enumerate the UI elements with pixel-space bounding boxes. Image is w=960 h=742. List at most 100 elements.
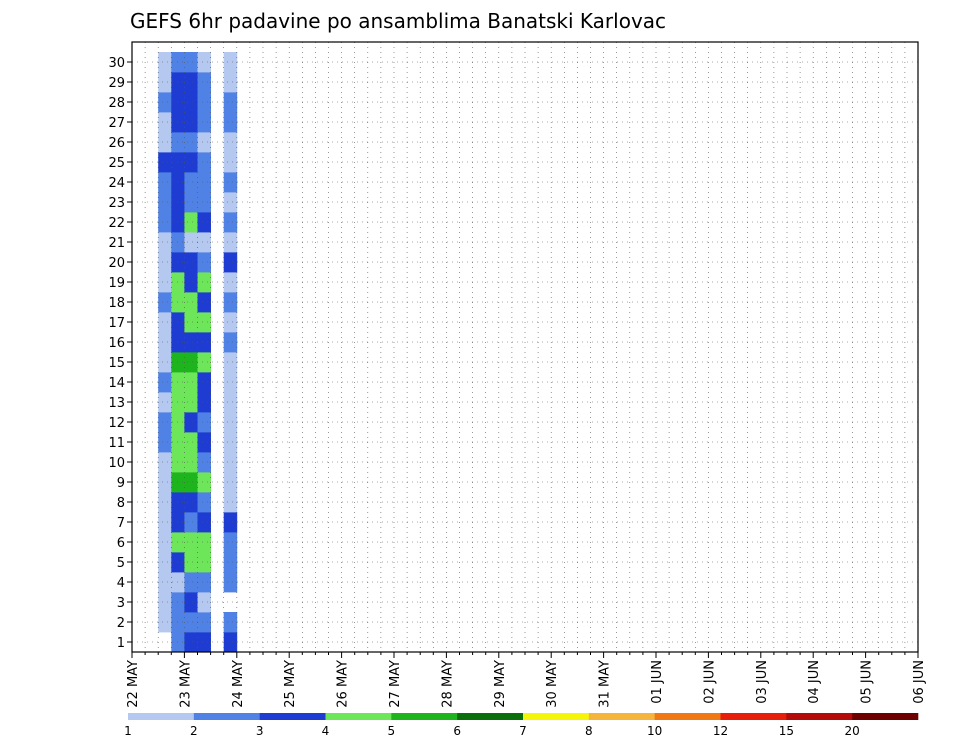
heatmap-cell: [171, 392, 185, 413]
colorbar-segment: [391, 713, 458, 720]
y-tick-label: 12: [108, 416, 125, 431]
heatmap-cell: [158, 132, 172, 153]
heatmap-cell: [158, 52, 172, 73]
x-tick-label: 27 MAY: [388, 660, 403, 708]
heatmap-cell: [171, 192, 185, 213]
heatmap-cell: [223, 452, 238, 473]
heatmap-cell: [184, 232, 198, 253]
heatmap-cell: [158, 72, 172, 93]
heatmap-cell: [197, 552, 211, 573]
heatmap-cell: [158, 432, 172, 453]
heatmap-cell: [171, 632, 185, 653]
colorbar-label: 12: [713, 724, 728, 738]
heatmap-cell: [197, 492, 211, 513]
colorbar-segment: [654, 713, 721, 720]
x-tick-label: 23 MAY: [178, 660, 193, 708]
y-tick-label: 7: [117, 516, 125, 531]
heatmap-cell: [158, 492, 172, 513]
y-tick-label: 15: [108, 356, 125, 371]
colorbar-segment: [588, 713, 655, 720]
y-tick-label: 2: [117, 616, 125, 631]
heatmap-cell: [184, 372, 198, 393]
heatmap-cell: [223, 512, 238, 533]
x-tick-label: 26 MAY: [336, 660, 351, 708]
heatmap-cell: [184, 472, 198, 493]
y-tick-label: 20: [108, 256, 125, 271]
heatmap-cell: [158, 472, 172, 493]
y-tick-label: 25: [108, 156, 125, 171]
heatmap-cell: [184, 492, 198, 513]
heatmap-cell: [223, 472, 238, 493]
heatmap-cell: [171, 572, 185, 593]
x-tick-label: 06 JUN: [912, 660, 927, 704]
heatmap-cell: [158, 592, 172, 613]
heatmap-cell: [158, 312, 172, 333]
heatmap-cell: [223, 392, 238, 413]
heatmap-cell: [171, 352, 185, 373]
heatmap-cell: [223, 352, 238, 373]
heatmap-cell: [197, 192, 211, 213]
heatmap-cell: [223, 132, 238, 153]
y-tick-label: 19: [108, 276, 125, 291]
heatmap-cell: [197, 392, 211, 413]
heatmap-cell: [197, 72, 211, 93]
heatmap-cell: [223, 572, 238, 593]
y-tick-label: 4: [117, 576, 125, 591]
heatmap-cell: [171, 112, 185, 133]
heatmap-cell: [184, 572, 198, 593]
colorbar-segment: [852, 713, 919, 720]
heatmap-cell: [158, 532, 172, 553]
heatmap-cell: [197, 92, 211, 113]
heatmap-cell: [184, 392, 198, 413]
heatmap-cell: [184, 332, 198, 353]
heatmap-cell: [184, 252, 198, 273]
heatmap-cell: [223, 52, 238, 73]
heatmap-cell: [197, 52, 211, 73]
y-tick-label: 1: [117, 636, 125, 651]
x-tick-label: 04 JUN: [807, 660, 822, 704]
colorbar-segment: [128, 713, 195, 720]
heatmap-cell: [223, 332, 238, 353]
heatmap-cell: [158, 392, 172, 413]
y-tick-label: 10: [108, 456, 125, 471]
heatmap-cell: [184, 92, 198, 113]
heatmap-cell: [197, 572, 211, 593]
heatmap-cell: [197, 232, 211, 253]
heatmap-cell: [158, 552, 172, 573]
y-tick-label: 18: [108, 296, 125, 311]
colorbar-segment: [457, 713, 524, 720]
x-tick-label: 22 MAY: [126, 660, 141, 708]
heatmap-cell: [171, 412, 185, 433]
heatmap-cell: [223, 192, 238, 213]
y-tick-label: 21: [108, 236, 125, 251]
y-tick-label: 30: [108, 56, 125, 71]
heatmap-cell: [184, 132, 198, 153]
colorbar-label: 10: [647, 724, 662, 738]
heatmap-cell: [171, 52, 185, 73]
heatmap-cell: [158, 252, 172, 273]
heatmap-cell: [171, 432, 185, 453]
heatmap-cell: [184, 612, 198, 633]
colorbar-label: 7: [519, 724, 527, 738]
heatmap-cell: [223, 152, 238, 173]
heatmap-cell: [184, 412, 198, 433]
heatmap-cell: [158, 172, 172, 193]
heatmap-cell: [171, 292, 185, 313]
y-tick-label: 3: [117, 596, 125, 611]
colorbar-segment: [325, 713, 392, 720]
colorbar-label: 3: [256, 724, 264, 738]
heatmap-cell: [223, 492, 238, 513]
x-tick-label: 25 MAY: [283, 660, 298, 708]
heatmap-cell: [223, 292, 238, 313]
heatmap-cell: [171, 472, 185, 493]
heatmap-cell: [171, 532, 185, 553]
heatmap-cell: [184, 432, 198, 453]
heatmap-cell: [171, 552, 185, 573]
heatmap-cell: [158, 212, 172, 233]
y-tick-label: 22: [108, 216, 125, 231]
heatmap-cell: [223, 232, 238, 253]
heatmap-cell: [158, 292, 172, 313]
heatmap-cell: [171, 452, 185, 473]
heatmap-cell: [158, 332, 172, 353]
